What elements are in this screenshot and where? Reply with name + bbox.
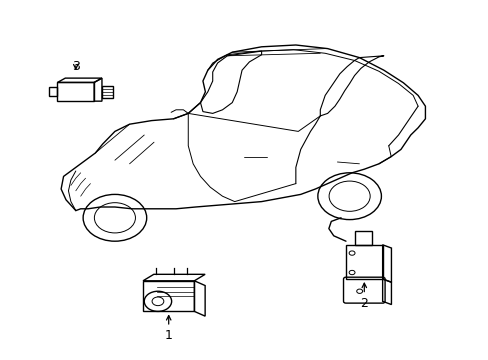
- Bar: [354, 231, 371, 245]
- Text: 1: 1: [164, 329, 172, 342]
- Text: 3: 3: [72, 60, 80, 73]
- Bar: [48, 87, 58, 96]
- Bar: [346, 245, 382, 279]
- Bar: [58, 82, 94, 101]
- Bar: [142, 281, 194, 311]
- Bar: [102, 86, 112, 98]
- Text: 2: 2: [360, 297, 367, 310]
